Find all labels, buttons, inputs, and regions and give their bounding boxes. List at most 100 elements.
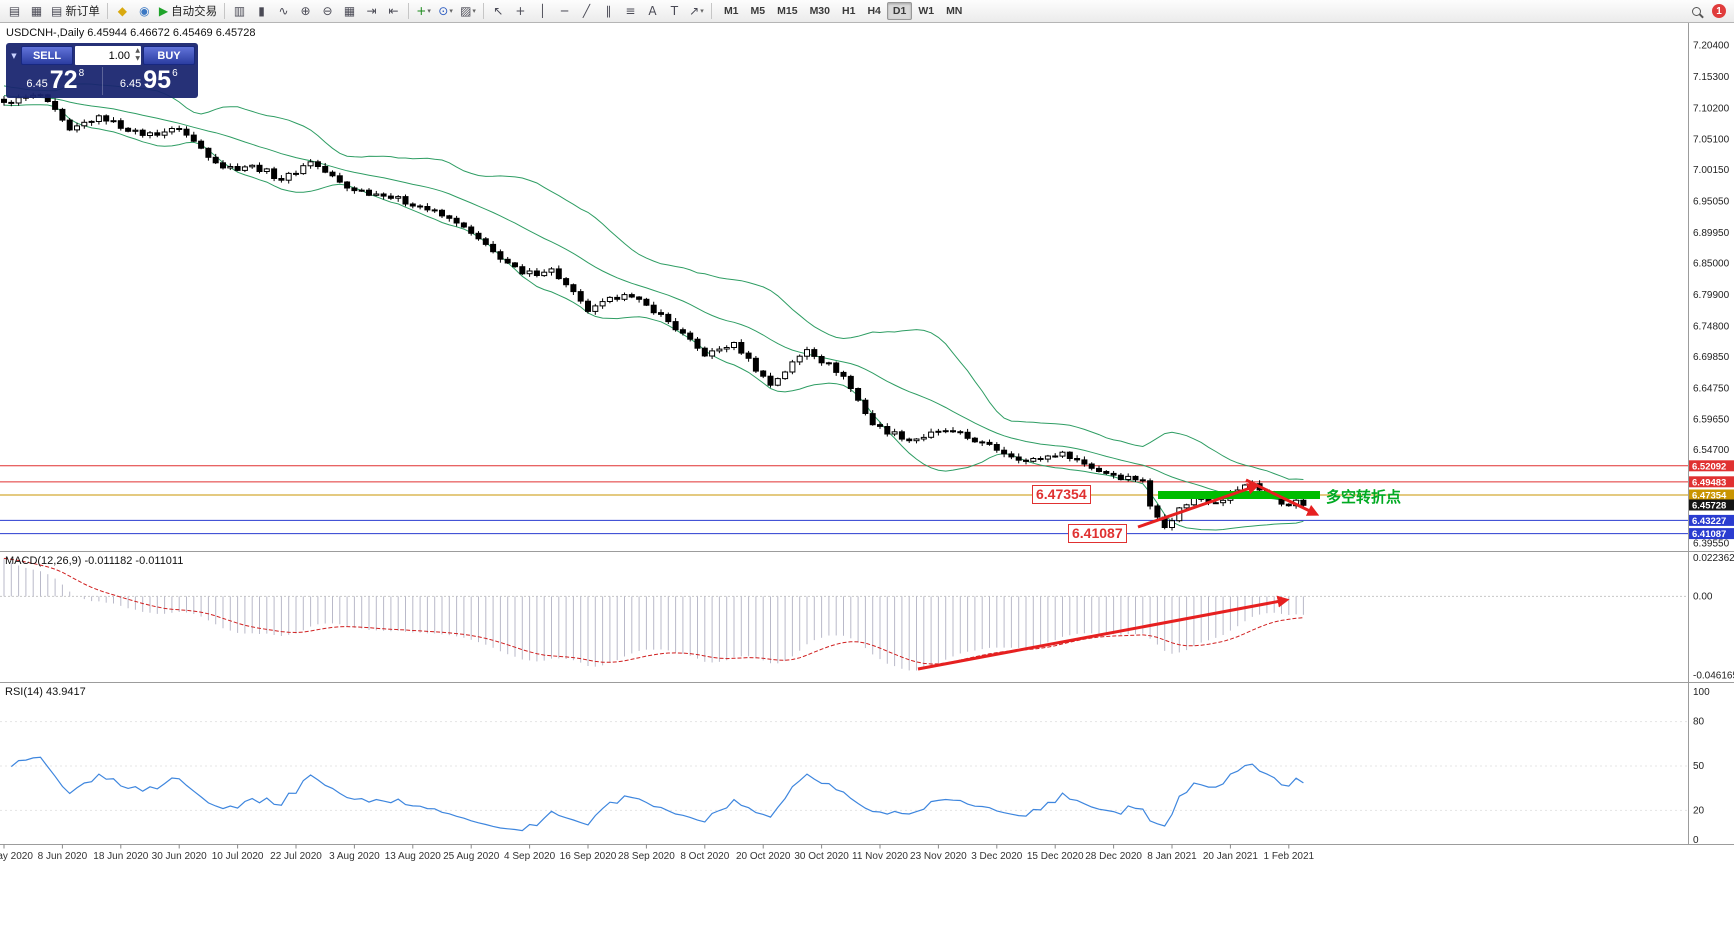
svg-text:8 Oct 2020: 8 Oct 2020 [680, 851, 729, 862]
timeframe-toolbar: M1 M5 M15 M30 H1 H4 D1 W1 MN [718, 2, 968, 20]
collapse-panel-icon[interactable]: ▼ [11, 51, 17, 60]
periods-icon[interactable]: ⊙ ▾ [435, 2, 456, 21]
templates-icon[interactable]: ▨ ▾ [457, 2, 479, 21]
svg-text:25 Aug 2020: 25 Aug 2020 [443, 851, 500, 862]
svg-text:100: 100 [1693, 687, 1710, 698]
timeframe-button-m1[interactable]: M1 [723, 5, 739, 17]
svg-text:6.47354: 6.47354 [1692, 490, 1727, 501]
svg-text:6.49483: 6.49483 [1692, 477, 1726, 488]
templates-icon: ▨ [460, 4, 472, 18]
text-icon[interactable]: A [642, 2, 663, 21]
chart-symbol-ohlc: USDCNH-,Daily 6.45944 6.46672 6.45469 6.… [6, 27, 256, 39]
text-label-icon[interactable]: T [664, 2, 685, 21]
sell-price[interactable]: 6.45 72 8 [9, 67, 102, 95]
trendline-icon[interactable]: ╱ [576, 2, 597, 21]
bar-chart-icon: ▥ [233, 4, 246, 18]
svg-text:6.54700: 6.54700 [1693, 445, 1730, 456]
timeframe-button-m30[interactable]: M30 [809, 5, 830, 17]
spinner-up-icon[interactable]: ▲ [135, 47, 140, 54]
candlestick-icon[interactable]: ▮ [251, 2, 272, 21]
equidistant-channel-icon[interactable]: ∥ [598, 2, 619, 21]
svg-text:7.20400: 7.20400 [1693, 41, 1730, 52]
volume-spinner[interactable]: ▲ ▼ [135, 47, 140, 63]
svg-text:6.52092: 6.52092 [1692, 461, 1726, 472]
svg-text:27 May 2020: 27 May 2020 [0, 851, 33, 862]
fibonacci-icon: ≡ [625, 4, 636, 18]
bar-chart-icon[interactable]: ▥ [229, 2, 250, 21]
svg-text:16 Sep 2020: 16 Sep 2020 [560, 851, 617, 862]
cursor-icon: ↖ [493, 4, 504, 18]
zoom-out-icon: ⊖ [322, 4, 333, 18]
tile-windows-icon[interactable]: ▦ [339, 2, 360, 21]
timeframe-button-w1[interactable]: W1 [918, 5, 935, 17]
spinner-down-icon[interactable]: ▼ [135, 55, 140, 62]
line-chart-icon: ∿ [278, 4, 289, 18]
symbol-search-button[interactable] [1686, 2, 1707, 21]
notification-badge[interactable]: 1 [1712, 4, 1726, 18]
macd-title: MACD(12,26,9) -0.011182 -0.011011 [5, 555, 184, 567]
timeframe-button-d1[interactable]: D1 [886, 2, 913, 20]
community-icon[interactable]: ◉ [134, 2, 155, 21]
price-label-647354[interactable]: 6.47354 [1032, 485, 1091, 504]
volume-input[interactable]: 1.00 ▲ ▼ [75, 46, 141, 65]
svg-text:11 Nov 2020: 11 Nov 2020 [852, 851, 908, 862]
new-order-button[interactable]: ▤ 新订单 [48, 2, 103, 21]
buy-price-small: 6.45 [119, 78, 142, 90]
svg-text:3 Aug 2020: 3 Aug 2020 [329, 851, 380, 862]
dropdown-caret-icon: ▾ [427, 7, 431, 15]
cursor-icon[interactable]: ↖ [488, 2, 509, 21]
buy-price[interactable]: 6.45 95 6 [101, 66, 196, 95]
svg-text:80: 80 [1693, 717, 1705, 728]
arrows-icon: ↗ [689, 4, 700, 18]
fibonacci-icon[interactable]: ≡ [620, 2, 641, 21]
new-chart-icon[interactable]: ▤ [4, 2, 25, 21]
new-order-button-label: 新订单 [65, 6, 100, 18]
horizontal-line-icon[interactable]: ─ [554, 2, 575, 21]
arrows-icon[interactable]: ↗ ▾ [686, 2, 707, 21]
svg-text:20 Oct 2020: 20 Oct 2020 [736, 851, 791, 862]
timeframe-button-m5[interactable]: M5 [750, 5, 766, 17]
svg-text:7.05100: 7.05100 [1693, 135, 1730, 146]
zoom-out-icon[interactable]: ⊖ [317, 2, 338, 21]
metaeditor-icon: ◆ [117, 4, 127, 18]
timeframe-button-h4[interactable]: H4 [867, 5, 881, 17]
line-chart-icon[interactable]: ∿ [273, 2, 294, 21]
candlestick-icon: ▮ [258, 4, 265, 18]
zoom-in-icon[interactable]: ⊕ [295, 2, 316, 21]
sell-price-sup: 8 [78, 68, 85, 79]
chart-shift-icon[interactable]: ⇤ [383, 2, 404, 21]
dropdown-caret-icon: ▾ [472, 7, 476, 15]
buy-button[interactable]: BUY [143, 46, 195, 65]
crosshair-icon[interactable]: + [510, 2, 531, 21]
timeframe-button-m15[interactable]: M15 [777, 5, 798, 17]
autotrading-button[interactable]: ▶ 自动交易 [156, 2, 220, 21]
buy-price-sup: 6 [172, 68, 178, 79]
auto-scroll-icon[interactable]: ⇥ [361, 2, 382, 21]
auto-scroll-icon: ⇥ [366, 4, 377, 18]
svg-text:6.85000: 6.85000 [1693, 259, 1730, 270]
timeframe-button-h1[interactable]: H1 [842, 5, 856, 17]
price-label-641087[interactable]: 6.41087 [1068, 524, 1127, 543]
vertical-line-icon: │ [538, 4, 547, 18]
svg-text:6.64750: 6.64750 [1693, 383, 1730, 394]
buy-price-big: 95 [143, 66, 172, 94]
search-icon [1692, 6, 1701, 16]
one-click-trading-panel: ▼ SELL 1.00 ▲ ▼ BUY 6.45 72 8 6.45 95 6 [6, 43, 198, 98]
periods-icon: ⊙ [438, 4, 449, 18]
indicators-icon[interactable]: + ▾ [413, 2, 434, 21]
svg-text:3 Dec 2020: 3 Dec 2020 [971, 851, 1023, 862]
toolbar-separator [224, 3, 226, 19]
vertical-line-icon[interactable]: │ [532, 2, 553, 21]
turning-point-label[interactable]: 多空转折点 [1326, 489, 1402, 506]
svg-text:15 Dec 2020: 15 Dec 2020 [1027, 851, 1084, 862]
sell-button[interactable]: SELL [21, 46, 73, 65]
timeframe-button-mn[interactable]: MN [946, 5, 963, 17]
svg-text:50: 50 [1693, 761, 1705, 772]
metaeditor-icon[interactable]: ◆ [112, 2, 133, 21]
svg-text:20 Jan 2021: 20 Jan 2021 [1203, 851, 1258, 862]
trendline-icon: ╱ [582, 4, 591, 18]
chart-profiles-icon[interactable]: ▦ [26, 2, 47, 21]
autotrading-icon: ▶ [158, 4, 169, 18]
